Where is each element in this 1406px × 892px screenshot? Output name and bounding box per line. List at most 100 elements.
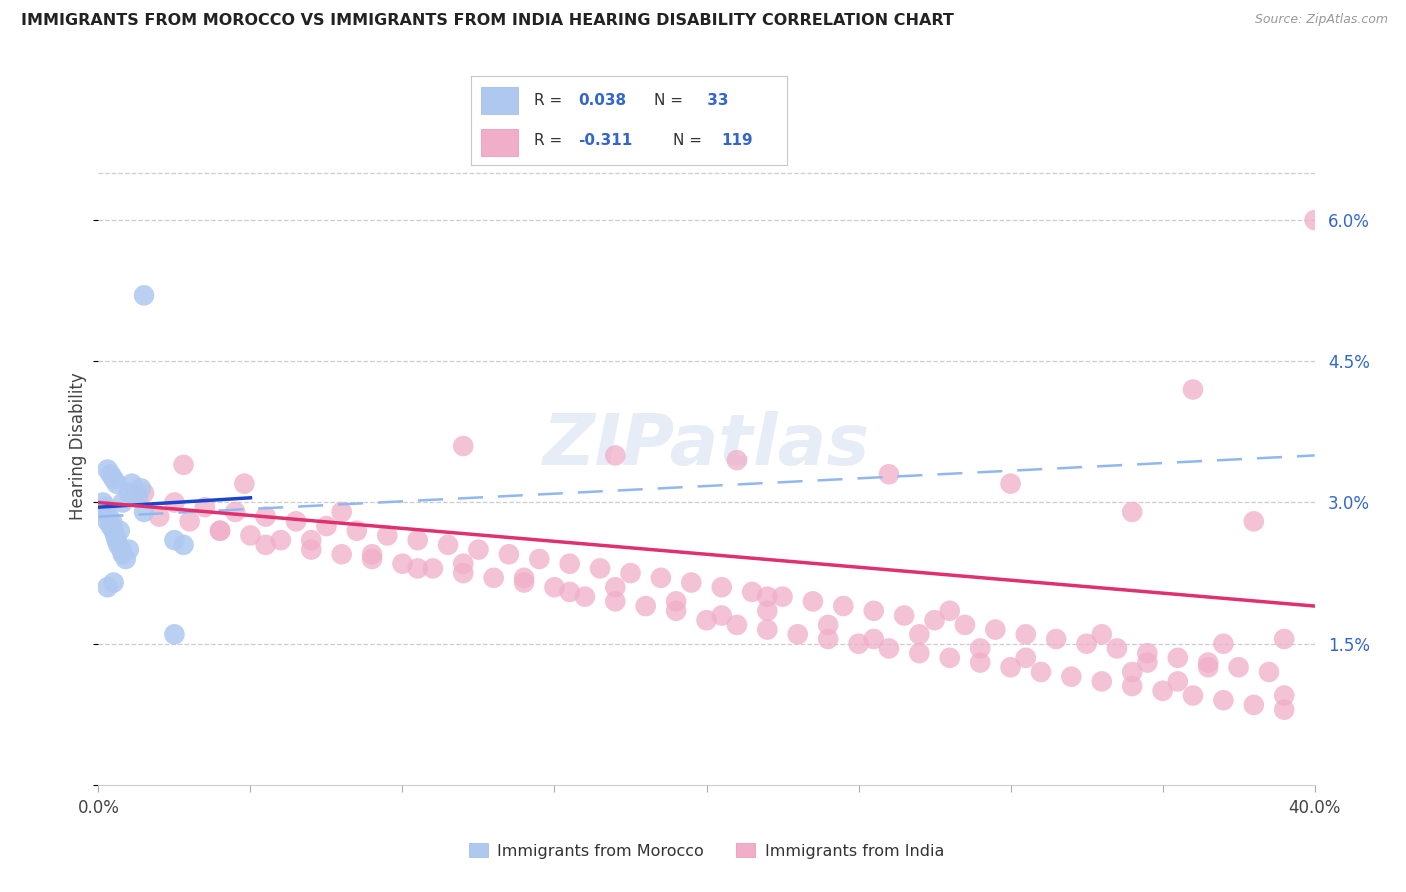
Point: [1029, 665, 1052, 679]
Point: [848, 637, 870, 651]
Point: [1121, 505, 1143, 519]
Point: [111, 495, 134, 509]
Point: [1167, 674, 1189, 689]
Point: [513, 571, 536, 585]
Point: [605, 580, 627, 594]
Point: [529, 552, 551, 566]
Point: [453, 557, 475, 571]
Point: [422, 561, 444, 575]
Point: [1212, 637, 1234, 651]
Point: [558, 585, 581, 599]
Legend: Immigrants from Morocco, Immigrants from India: Immigrants from Morocco, Immigrants from…: [463, 837, 950, 865]
Text: 33: 33: [702, 94, 728, 108]
Point: [101, 514, 124, 528]
Point: [1272, 703, 1295, 717]
Point: [634, 599, 657, 613]
Point: [1227, 660, 1250, 674]
Point: [939, 651, 962, 665]
Point: [984, 623, 1007, 637]
Point: [1182, 383, 1205, 397]
Point: [513, 575, 536, 590]
Point: [108, 524, 131, 538]
Point: [558, 557, 581, 571]
Point: [696, 613, 718, 627]
Text: R =: R =: [534, 133, 568, 147]
Point: [93, 505, 115, 519]
Text: 0.038: 0.038: [579, 94, 627, 108]
Point: [862, 632, 884, 646]
Point: [127, 491, 149, 505]
Point: [129, 481, 152, 495]
Point: [1105, 641, 1128, 656]
Point: [1076, 637, 1098, 651]
Point: [1091, 674, 1114, 689]
Point: [939, 604, 962, 618]
Text: ZIPatlas: ZIPatlas: [543, 411, 870, 481]
Point: [817, 618, 839, 632]
Point: [114, 552, 136, 566]
Point: [467, 542, 489, 557]
Point: [254, 509, 277, 524]
Point: [605, 594, 627, 608]
Point: [862, 604, 884, 618]
Point: [908, 627, 931, 641]
Point: [391, 557, 413, 571]
Point: [194, 500, 217, 515]
Point: [893, 608, 915, 623]
Point: [877, 641, 900, 656]
Point: [1167, 651, 1189, 665]
Point: [239, 528, 262, 542]
Point: [163, 533, 186, 548]
Point: [710, 608, 733, 623]
Point: [498, 547, 520, 561]
Point: [91, 495, 114, 509]
Point: [1045, 632, 1067, 646]
Point: [105, 533, 128, 548]
Point: [406, 561, 429, 575]
Point: [100, 519, 122, 533]
Point: [233, 476, 256, 491]
Point: [105, 476, 128, 491]
Point: [132, 486, 155, 500]
Text: -0.311: -0.311: [579, 133, 633, 147]
Point: [179, 514, 201, 528]
Point: [1015, 627, 1038, 641]
Point: [330, 505, 353, 519]
Point: [741, 585, 763, 599]
Point: [1212, 693, 1234, 707]
Point: [96, 514, 118, 528]
Point: [786, 627, 808, 641]
Point: [543, 580, 565, 594]
Point: [173, 458, 195, 472]
Point: [453, 566, 475, 580]
Point: [1060, 670, 1083, 684]
Point: [285, 514, 308, 528]
Point: [406, 533, 429, 548]
Point: [224, 505, 246, 519]
Point: [574, 590, 596, 604]
Point: [1136, 646, 1159, 660]
Point: [772, 590, 794, 604]
Point: [1272, 632, 1295, 646]
Point: [103, 472, 125, 486]
Point: [209, 524, 232, 538]
Point: [94, 500, 117, 515]
Point: [1197, 656, 1219, 670]
Point: [1121, 665, 1143, 679]
Point: [361, 552, 384, 566]
Point: [1197, 660, 1219, 674]
Point: [118, 542, 141, 557]
Point: [375, 528, 398, 542]
Point: [710, 580, 733, 594]
Point: [877, 467, 900, 482]
Point: [270, 533, 292, 548]
Point: [299, 542, 322, 557]
Point: [1303, 213, 1326, 227]
Point: [1258, 665, 1281, 679]
Point: [1182, 689, 1205, 703]
Point: [254, 538, 277, 552]
Point: [132, 505, 155, 519]
Point: [1272, 689, 1295, 703]
Point: [315, 519, 337, 533]
Point: [650, 571, 672, 585]
